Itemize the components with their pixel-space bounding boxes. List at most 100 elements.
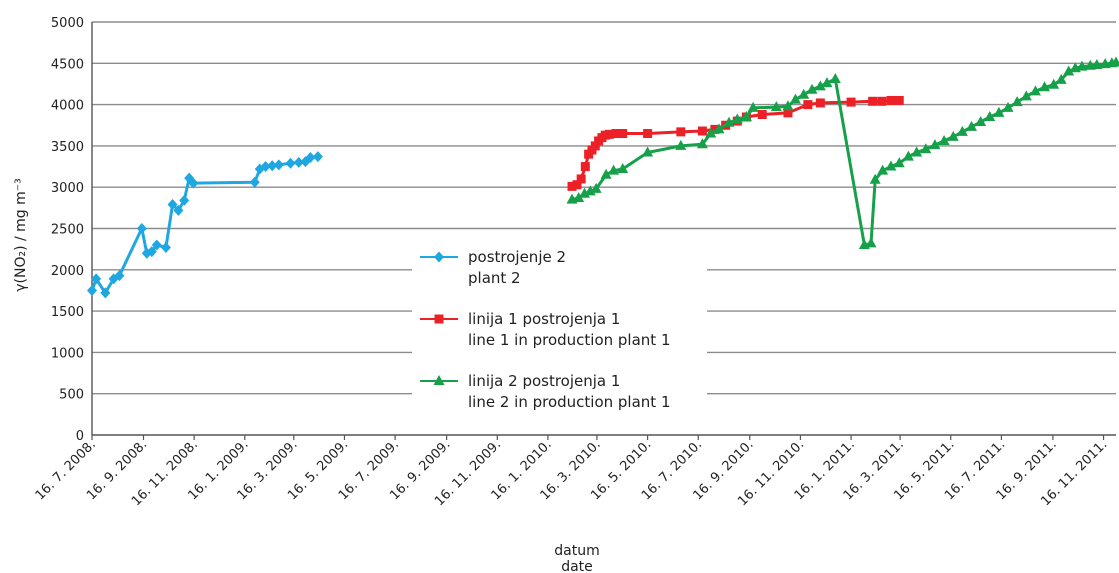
data-point xyxy=(803,100,813,110)
data-point xyxy=(705,127,717,138)
data-point xyxy=(260,161,271,173)
x-tick-labels: 16. 7. 2008.16. 9. 2008.16. 11. 2008.16.… xyxy=(33,435,1110,509)
data-point xyxy=(783,108,793,118)
data-point xyxy=(608,164,620,175)
legend: postrojenje 2 plant 2 linija 1 postrojenja… xyxy=(412,240,707,411)
data-point xyxy=(1048,78,1060,89)
data-point xyxy=(723,116,735,127)
y-tick-labels: 0 500 1000 1500 2000 2500 3000 3500 4000 4500 5000 xyxy=(51,16,84,444)
y-tick-label: 3000 xyxy=(51,181,84,196)
data-point xyxy=(100,287,111,299)
data-point xyxy=(877,96,887,106)
data-point xyxy=(580,162,590,172)
data-point xyxy=(293,156,304,168)
data-point xyxy=(1002,101,1014,112)
data-point xyxy=(567,181,577,191)
legend-marker xyxy=(434,251,444,263)
data-point xyxy=(798,88,810,99)
gridlines xyxy=(92,21,1116,395)
y-tick-label: 2500 xyxy=(51,223,84,238)
data-point xyxy=(886,95,896,105)
axes xyxy=(91,22,1116,436)
data-point xyxy=(710,124,720,134)
x-axis-title-en: date xyxy=(561,559,593,573)
data-point xyxy=(160,241,171,253)
data-point xyxy=(965,120,977,131)
data-point xyxy=(179,194,190,206)
data-point xyxy=(590,141,600,151)
y-axis-title: γ(NO₂) / mg m⁻³ xyxy=(13,178,29,292)
data-point xyxy=(984,110,996,121)
data-point xyxy=(573,191,585,202)
data-point xyxy=(938,134,950,145)
data-point xyxy=(675,139,687,150)
data-point xyxy=(1011,96,1023,107)
legend-label: linija 1 postrojenja 1 xyxy=(468,310,620,328)
data-point xyxy=(713,123,725,134)
data-point xyxy=(91,273,102,285)
data-point xyxy=(821,77,833,88)
data-point xyxy=(929,139,941,150)
data-point xyxy=(312,151,323,163)
data-point xyxy=(757,110,767,120)
data-point xyxy=(815,98,825,108)
data-point xyxy=(249,176,260,188)
data-point xyxy=(604,129,614,139)
legend-label-en: line 1 in production plant 1 xyxy=(468,331,671,349)
legend-label-en: line 2 in production plant 1 xyxy=(468,393,671,411)
series-line xyxy=(571,99,900,188)
data-point xyxy=(611,129,621,139)
y-tick-label: 3500 xyxy=(51,140,84,155)
data-point xyxy=(806,83,818,94)
legend-label: postrojenje 2 xyxy=(468,248,566,266)
data-point xyxy=(576,174,586,184)
legend-background xyxy=(412,240,707,410)
data-point xyxy=(1029,85,1041,96)
data-point xyxy=(114,270,125,282)
data-point xyxy=(617,163,629,174)
data-point xyxy=(829,72,841,83)
data-point xyxy=(1091,58,1103,69)
data-point xyxy=(789,93,801,104)
data-point xyxy=(151,239,162,251)
series-line xyxy=(90,155,319,295)
data-point xyxy=(188,177,199,189)
series-3 xyxy=(566,56,1119,250)
data-point xyxy=(894,95,904,105)
data-point xyxy=(618,129,628,139)
data-point xyxy=(868,96,878,106)
legend-marker xyxy=(433,375,445,385)
data-point xyxy=(696,138,708,149)
data-point xyxy=(740,110,752,121)
data-point xyxy=(846,97,856,107)
y-tick-label: 1500 xyxy=(51,305,84,320)
data-point xyxy=(1063,65,1075,76)
legend-label: linija 2 postrojenja 1 xyxy=(468,372,620,390)
x-axis-title: datum xyxy=(554,543,599,559)
legend-label-en: plant 2 xyxy=(468,269,521,287)
data-point xyxy=(267,160,278,172)
data-point xyxy=(893,157,905,168)
y-tick-label: 4500 xyxy=(51,57,84,72)
data-point xyxy=(1039,81,1051,92)
series-group xyxy=(87,56,1119,299)
data-point xyxy=(167,199,178,211)
data-point xyxy=(305,151,316,163)
data-point xyxy=(956,125,968,136)
data-point xyxy=(697,126,707,136)
data-point xyxy=(993,106,1005,117)
series-2 xyxy=(567,95,904,191)
y-tick-label: 500 xyxy=(59,388,84,403)
data-point xyxy=(747,101,759,112)
data-point xyxy=(173,204,184,216)
y-tick-label: 4000 xyxy=(51,99,84,114)
data-point xyxy=(643,129,653,139)
data-point xyxy=(600,168,612,179)
y-tick-label: 5000 xyxy=(51,16,84,31)
y-tick-label: 1000 xyxy=(51,346,84,361)
series-1 xyxy=(87,151,323,299)
data-point xyxy=(865,237,877,248)
data-point xyxy=(731,113,743,124)
data-point xyxy=(1020,90,1032,101)
